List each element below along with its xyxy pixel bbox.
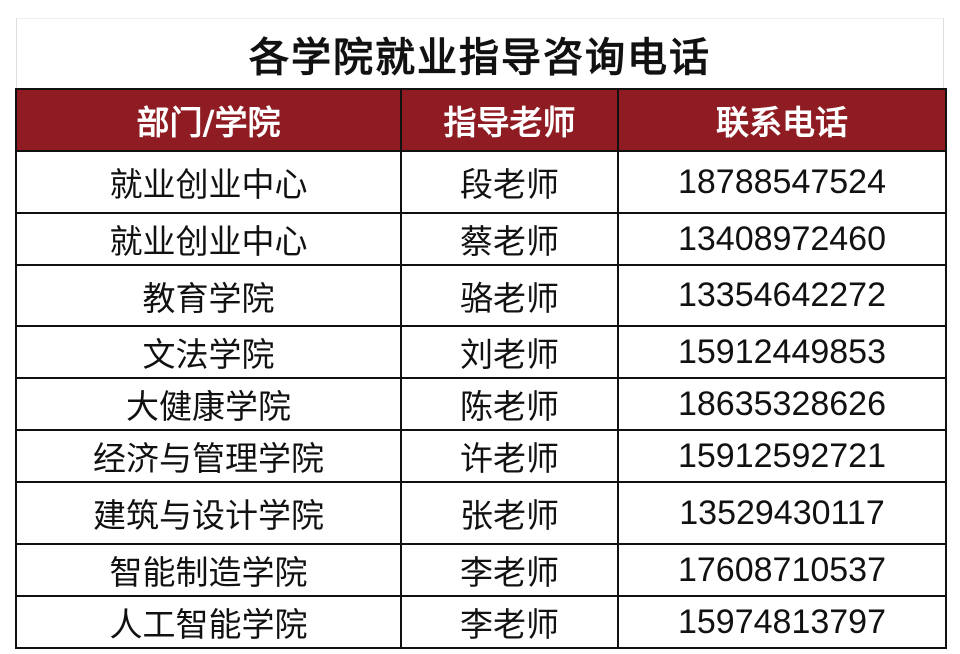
phone-cell: 18788547524 [617, 150, 947, 214]
phone-cell: 13354642272 [617, 264, 947, 327]
department-cell: 教育学院 [15, 264, 402, 327]
department-cell: 大健康学院 [15, 377, 402, 431]
column-header-phone: 联系电话 [617, 88, 947, 152]
column-header-advisor: 指导老师 [400, 88, 619, 152]
advisor-cell: 骆老师 [400, 264, 619, 327]
advisor-cell: 刘老师 [400, 325, 619, 379]
table-row: 文法学院 刘老师 15912449853 [15, 325, 947, 379]
column-header-department: 部门/学院 [15, 88, 402, 152]
contact-table: 部门/学院 指导老师 联系电话 就业创业中心 段老师 18788547524 就业创业… [15, 88, 947, 649]
advisor-cell: 李老师 [400, 595, 619, 649]
department-cell: 文法学院 [15, 325, 402, 379]
department-cell: 就业创业中心 [15, 212, 402, 266]
advisor-cell: 张老师 [400, 481, 619, 545]
department-cell: 人工智能学院 [15, 595, 402, 649]
phone-cell: 13529430117 [617, 481, 947, 545]
department-cell: 经济与管理学院 [15, 429, 402, 483]
phone-cell: 15912449853 [617, 325, 947, 379]
table-row: 智能制造学院 李老师 17608710537 [15, 543, 947, 597]
advisor-cell: 段老师 [400, 150, 619, 214]
table-row: 人工智能学院 李老师 15974813797 [15, 595, 947, 649]
table-row: 就业创业中心 段老师 18788547524 [15, 150, 947, 214]
advisor-cell: 许老师 [400, 429, 619, 483]
table-row: 教育学院 骆老师 13354642272 [15, 264, 947, 327]
table-row: 就业创业中心 蔡老师 13408972460 [15, 212, 947, 266]
page-title: 各学院就业指导咨询电话 [16, 18, 944, 88]
phone-cell: 15912592721 [617, 429, 947, 483]
phone-cell: 13408972460 [617, 212, 947, 266]
table-row: 经济与管理学院 许老师 15912592721 [15, 429, 947, 483]
phone-cell: 18635328626 [617, 377, 947, 431]
header-row: 部门/学院 指导老师 联系电话 [15, 88, 947, 152]
department-cell: 智能制造学院 [15, 543, 402, 597]
phone-cell: 17608710537 [617, 543, 947, 597]
table-row: 大健康学院 陈老师 18635328626 [15, 377, 947, 431]
phone-cell: 15974813797 [617, 595, 947, 649]
department-cell: 建筑与设计学院 [15, 481, 402, 545]
table-row: 建筑与设计学院 张老师 13529430117 [15, 481, 947, 545]
advisor-cell: 陈老师 [400, 377, 619, 431]
department-cell: 就业创业中心 [15, 150, 402, 214]
advisor-cell: 蔡老师 [400, 212, 619, 266]
advisor-cell: 李老师 [400, 543, 619, 597]
